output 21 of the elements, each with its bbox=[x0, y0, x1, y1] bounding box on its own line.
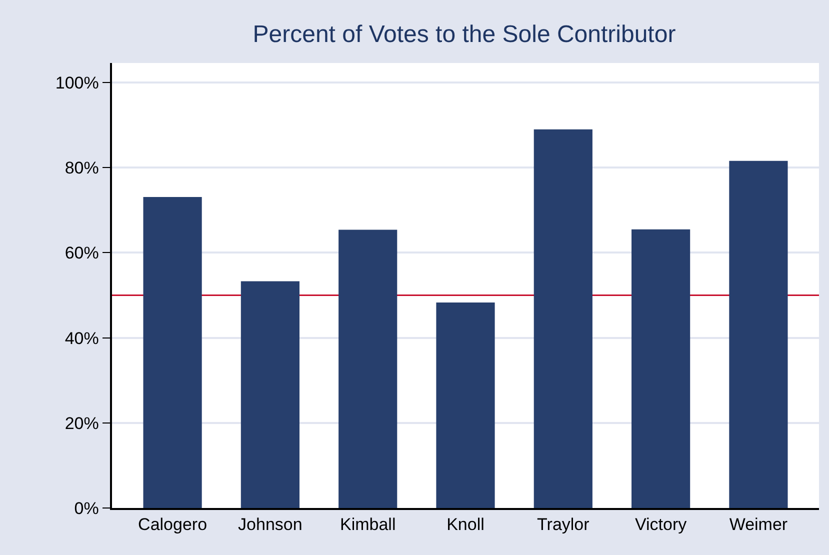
x-tick-label: Kimball bbox=[340, 515, 396, 534]
bar bbox=[436, 302, 495, 508]
x-tick-label: Victory bbox=[634, 515, 688, 534]
x-tick-label: Weimer bbox=[729, 515, 788, 534]
x-tick-label: Calogero bbox=[138, 515, 208, 534]
bar bbox=[338, 230, 398, 508]
bar bbox=[240, 281, 300, 508]
bar bbox=[729, 160, 788, 508]
chart-title: Percent of Votes to the Sole Contributor bbox=[252, 20, 676, 48]
y-tick-label: 60% bbox=[64, 244, 99, 263]
bar bbox=[143, 197, 202, 508]
x-tick-label: Knoll bbox=[446, 515, 484, 534]
y-tick-label: 100% bbox=[55, 74, 99, 93]
y-tick-label: 20% bbox=[64, 414, 99, 433]
y-tick-label: 80% bbox=[64, 158, 99, 178]
x-tick-label: Traylor bbox=[537, 515, 590, 534]
y-tick-label: 40% bbox=[64, 328, 99, 348]
x-tick-label: Johnson bbox=[238, 515, 302, 534]
bar bbox=[534, 129, 592, 508]
y-tick-label: 0% bbox=[74, 498, 99, 518]
bar bbox=[632, 229, 690, 508]
